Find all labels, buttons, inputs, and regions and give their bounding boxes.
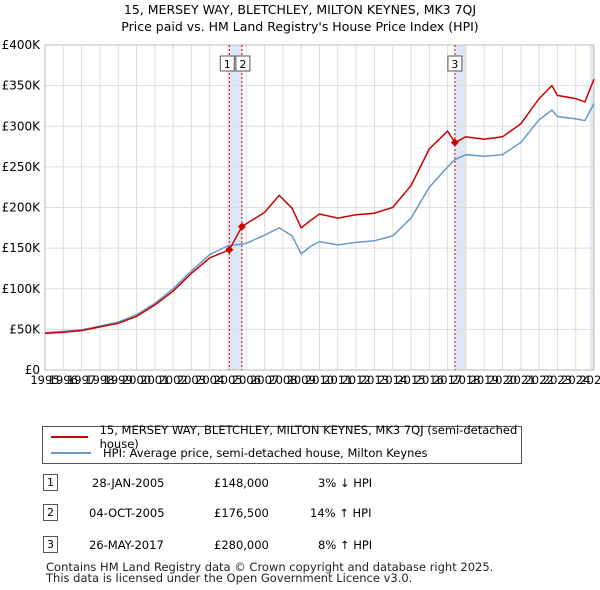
x-tick-label: 2019 xyxy=(470,373,499,387)
footer-line1: Contains HM Land Registry data © Crown c… xyxy=(46,560,494,574)
sale-hpi-diff: 8% ↑ HPI xyxy=(318,538,373,552)
x-tick-label: 2022 xyxy=(524,373,553,387)
sale-price: £148,000 xyxy=(214,476,269,490)
x-tick-label: 2015 xyxy=(396,373,425,387)
sale-marker-number: 1 xyxy=(224,58,231,71)
x-tick-label: 2025 xyxy=(579,373,600,387)
x-tick-label: 2009 xyxy=(287,373,316,387)
legend-swatch-hpi xyxy=(51,452,91,454)
property-line xyxy=(44,78,595,335)
x-tick-label: 2020 xyxy=(488,373,517,387)
legend-item-hpi: HPI: Average price, semi-detached house,… xyxy=(51,445,428,461)
sale-row: 2 04-OCT-2005 £176,500 14% ↑ HPI xyxy=(0,504,600,524)
x-tick-label: 2012 xyxy=(341,373,370,387)
x-tick-label: 1995 xyxy=(30,373,59,387)
sale-price: £280,000 xyxy=(214,538,269,552)
y-tick-label: £100K xyxy=(2,282,42,296)
x-tick-label: 2017 xyxy=(433,373,462,387)
y-tick-label: £300K xyxy=(2,119,42,133)
hpi-line xyxy=(44,103,595,334)
sale-date: 26-MAY-2017 xyxy=(89,538,164,552)
x-tick-label: 2016 xyxy=(415,373,444,387)
sale-points xyxy=(225,138,459,254)
x-tick-label: 2010 xyxy=(305,373,334,387)
sale-number-badge: 3 xyxy=(43,536,58,553)
x-tick-label: 1998 xyxy=(85,373,114,387)
sale-marker-box xyxy=(447,55,463,72)
y-tick-label: £250K xyxy=(2,160,42,174)
series-lines xyxy=(44,78,595,335)
sale-marker-label: 2 xyxy=(235,55,251,72)
x-tick-label: 1999 xyxy=(104,373,133,387)
sale-price: £176,500 xyxy=(214,506,269,520)
x-tick-label: 2003 xyxy=(177,373,206,387)
price-chart: £0 £50K £100K £150K £200K £250K £300K £350K £400… xyxy=(2,38,600,387)
x-tick-label: 1996 xyxy=(49,373,78,387)
x-tick-label: 2023 xyxy=(543,373,572,387)
sale-hpi-diff: 3% ↓ HPI xyxy=(318,476,373,490)
gridlines xyxy=(44,44,595,371)
sale-date: 04-OCT-2005 xyxy=(89,506,165,520)
x-tick-label: 2011 xyxy=(323,373,352,387)
plot-frame xyxy=(44,44,595,371)
x-tick-label: 2004 xyxy=(195,373,224,387)
y-tick-label: £50K xyxy=(9,322,41,336)
sale-row: 1 28-JAN-2005 £148,000 3% ↓ HPI xyxy=(0,474,600,494)
y-axis-ticks: £0 £50K £100K £150K £200K £250K £300K £350K £400… xyxy=(2,38,42,377)
legend: 15, MERSEY WAY, BLETCHLEY, MILTON KEYNES… xyxy=(42,423,522,464)
x-tick-label: 2013 xyxy=(360,373,389,387)
sale-number-badge: 1 xyxy=(43,474,58,491)
sale-point-marker xyxy=(450,138,459,147)
y-tick-label: £150K xyxy=(2,241,42,255)
x-tick-label: 2001 xyxy=(140,373,169,387)
x-tick-label: 1997 xyxy=(67,373,96,387)
x-tick-label: 2002 xyxy=(158,373,187,387)
y-tick-label: £400K xyxy=(2,38,42,52)
sale-marker-label: 1 xyxy=(219,55,235,72)
x-tick-label: 2006 xyxy=(232,373,261,387)
x-tick-label: 2018 xyxy=(451,373,480,387)
x-tick-label: 2008 xyxy=(268,373,297,387)
x-tick-label: 2005 xyxy=(213,373,242,387)
x-axis-ticks: 1995199619971998199920002001200220032004… xyxy=(30,373,600,387)
legend-label-property: 15, MERSEY WAY, BLETCHLEY, MILTON KEYNES… xyxy=(99,423,518,451)
legend-item-property: 15, MERSEY WAY, BLETCHLEY, MILTON KEYNES… xyxy=(51,423,521,451)
x-tick-label: 2024 xyxy=(561,373,590,387)
sale-marker-label: 3 xyxy=(447,55,463,72)
footer-line2: This data is licensed under the Open Gov… xyxy=(46,571,413,585)
sale-point-marker xyxy=(237,222,246,231)
x-tick-label: 2007 xyxy=(250,373,279,387)
x-tick-label: 2000 xyxy=(122,373,151,387)
legend-swatch-property xyxy=(51,436,88,438)
footer: Contains HM Land Registry data © Crown c… xyxy=(46,560,494,585)
sale-number-badge: 2 xyxy=(43,504,58,521)
legend-label-hpi: HPI: Average price, semi-detached house,… xyxy=(103,446,428,460)
sale-marker-box xyxy=(219,55,235,72)
sale-row: 3 26-MAY-2017 £280,000 8% ↑ HPI xyxy=(0,536,600,556)
sale-date: 28-JAN-2005 xyxy=(92,476,165,490)
chart-title-line1: 15, MERSEY WAY, BLETCHLEY, MILTON KEYNES… xyxy=(123,2,477,17)
x-tick-label: 2021 xyxy=(506,373,535,387)
sale-hpi-diff: 14% ↑ HPI xyxy=(310,506,372,520)
sale-marker-number: 2 xyxy=(239,58,246,71)
y-tick-label: £350K xyxy=(2,79,42,93)
y-tick-label: £0 xyxy=(25,363,40,377)
chart-title-line2: Price paid vs. HM Land Registry's House … xyxy=(121,19,479,34)
y-tick-label: £200K xyxy=(2,201,42,215)
sale-marker-box xyxy=(235,55,251,72)
x-tick-label: 2014 xyxy=(378,373,407,387)
sale-point-marker xyxy=(225,245,234,254)
sale-marker-number: 3 xyxy=(451,58,458,71)
